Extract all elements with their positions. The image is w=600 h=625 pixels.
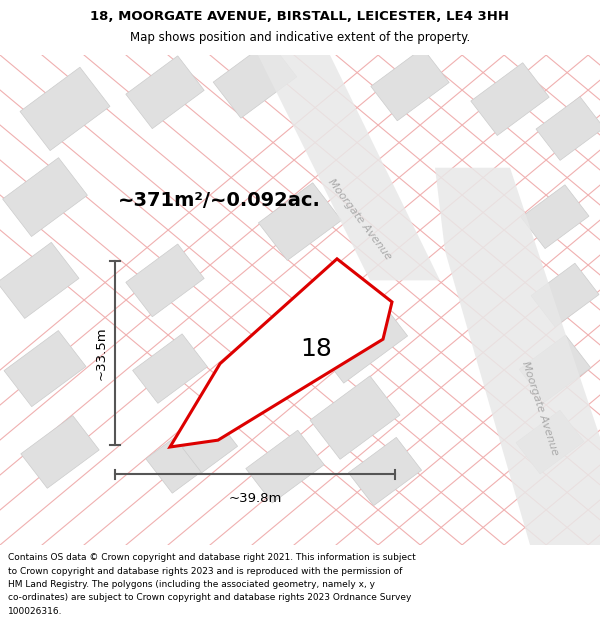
- Bar: [246, 430, 324, 503]
- Text: co-ordinates) are subject to Crown copyright and database rights 2023 Ordnance S: co-ordinates) are subject to Crown copyr…: [8, 594, 412, 602]
- Bar: [146, 421, 224, 493]
- Text: 18, MOORGATE AVENUE, BIRSTALL, LEICESTER, LE4 3HH: 18, MOORGATE AVENUE, BIRSTALL, LEICESTER…: [91, 9, 509, 22]
- Text: ~371m²/~0.092ac.: ~371m²/~0.092ac.: [118, 191, 321, 209]
- Bar: [516, 410, 584, 474]
- Bar: [519, 335, 591, 402]
- Text: 100026316.: 100026316.: [8, 607, 62, 616]
- Polygon shape: [435, 168, 600, 545]
- Bar: [349, 438, 422, 506]
- Text: Moorgate Avenue: Moorgate Avenue: [326, 177, 394, 262]
- Polygon shape: [170, 259, 392, 447]
- Bar: [2, 158, 88, 236]
- Text: HM Land Registry. The polygons (including the associated geometry, namely x, y: HM Land Registry. The polygons (includin…: [8, 580, 375, 589]
- Bar: [21, 416, 99, 488]
- Bar: [531, 263, 599, 327]
- Text: Moorgate Avenue: Moorgate Avenue: [520, 359, 560, 456]
- Bar: [471, 62, 549, 136]
- Bar: [310, 376, 400, 459]
- Text: Contains OS data © Crown copyright and database right 2021. This information is : Contains OS data © Crown copyright and d…: [8, 553, 416, 562]
- Bar: [259, 182, 341, 261]
- Bar: [521, 185, 589, 249]
- Text: to Crown copyright and database rights 2023 and is reproduced with the permissio: to Crown copyright and database rights 2…: [8, 566, 403, 576]
- Bar: [20, 68, 110, 151]
- Bar: [536, 97, 600, 161]
- Bar: [4, 331, 86, 407]
- Bar: [313, 295, 407, 383]
- Text: 18: 18: [301, 337, 332, 361]
- Bar: [371, 48, 449, 121]
- Text: ~39.8m: ~39.8m: [229, 492, 281, 505]
- Text: ~33.5m: ~33.5m: [95, 326, 107, 380]
- Polygon shape: [258, 55, 440, 281]
- Bar: [133, 334, 208, 403]
- Text: Map shows position and indicative extent of the property.: Map shows position and indicative extent…: [130, 31, 470, 44]
- Bar: [0, 242, 79, 319]
- Bar: [126, 244, 204, 317]
- Bar: [126, 56, 204, 129]
- Bar: [182, 421, 238, 472]
- Bar: [213, 41, 297, 118]
